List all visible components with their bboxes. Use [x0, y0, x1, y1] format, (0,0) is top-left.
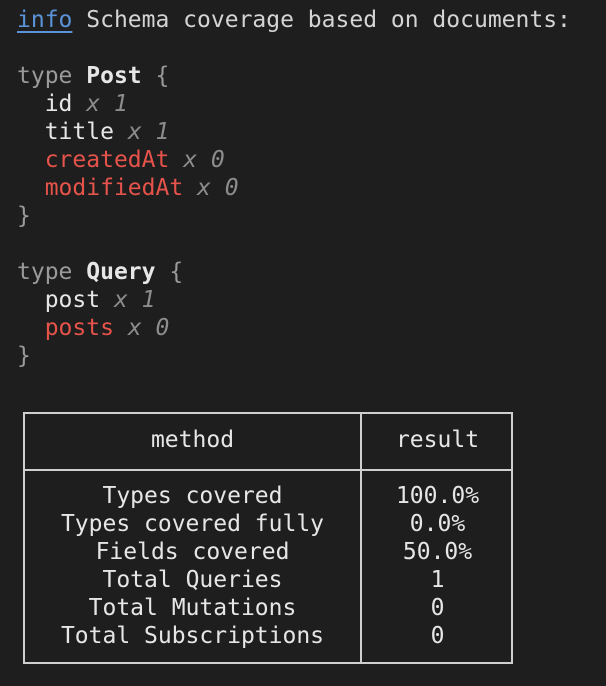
coverage-table: method result Types covered 100.0% Types… [23, 412, 513, 664]
field-count: x 0 [183, 147, 225, 173]
row-result: 0 [430, 623, 445, 649]
field-count: x 1 [86, 91, 128, 117]
row-result: 100.0% [395, 483, 480, 509]
field-name: posts [44, 315, 114, 341]
log-message: Schema coverage based on documents: [86, 7, 571, 33]
row-result: 0.0% [409, 511, 466, 537]
row-result: 0 [430, 595, 445, 621]
log-line: info Schema coverage based on documents: [17, 6, 571, 34]
field-row: post x 1 [17, 286, 156, 314]
row-method: Fields covered [95, 539, 290, 565]
close-brace-line: } [17, 342, 31, 370]
open-brace: { [169, 259, 184, 285]
field-count: x 1 [113, 287, 156, 313]
field-count: x 1 [127, 119, 170, 145]
field-count: x 0 [197, 175, 239, 201]
row-result: 1 [430, 567, 445, 593]
close-brace: } [17, 343, 31, 369]
type-header-post: type Post { [17, 62, 169, 90]
field-row: title x 1 [17, 118, 170, 146]
open-brace: { [155, 63, 170, 89]
close-brace: } [17, 203, 31, 229]
field-name: modifiedAt [44, 175, 184, 201]
row-result: 50.0% [402, 539, 473, 565]
field-name: id [44, 91, 73, 117]
field-name: createdAt [44, 147, 170, 173]
type-header-query: type Query { [17, 258, 183, 286]
field-row: modifiedAt x 0 [17, 174, 239, 202]
row-method: Total Queries [102, 567, 283, 593]
row-method: Types covered [102, 483, 283, 509]
type-name: Query [86, 259, 156, 285]
row-method: Total Mutations [88, 595, 297, 621]
header-method: method [150, 427, 235, 453]
type-name: Post [86, 63, 142, 89]
field-row: posts x 0 [17, 314, 170, 342]
field-row: createdAt x 0 [17, 146, 225, 174]
type-keyword: type [17, 259, 73, 285]
close-brace-line: } [17, 202, 31, 230]
field-count: x 0 [127, 315, 170, 341]
field-name: title [44, 119, 114, 145]
log-level: info [17, 7, 73, 33]
field-name: post [44, 287, 101, 313]
row-method: Total Subscriptions [60, 623, 325, 649]
field-row: id x 1 [17, 90, 128, 118]
header-result: result [395, 427, 480, 453]
column-divider [360, 414, 362, 662]
row-method: Types covered fully [60, 511, 325, 537]
header-divider [25, 469, 511, 471]
type-keyword: type [17, 63, 73, 89]
